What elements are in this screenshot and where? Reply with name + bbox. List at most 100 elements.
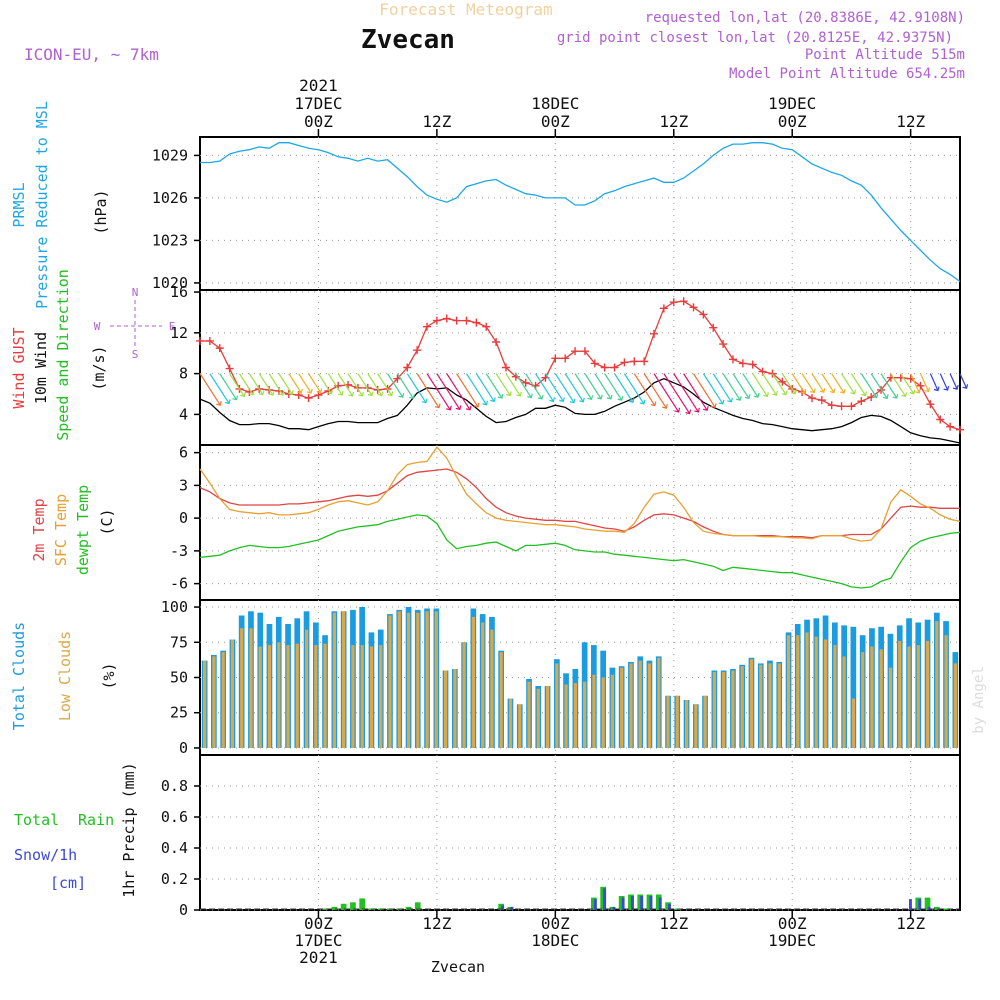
wind-arrow-head — [446, 405, 452, 411]
wind-arrow — [258, 373, 274, 396]
wind-arrow-head — [288, 390, 294, 395]
wind-arrow-head — [596, 394, 603, 400]
wind-arrow — [643, 373, 667, 409]
bar-low-clouds — [842, 656, 846, 748]
cloud-panel: Total Clouds Low Clouds (%) by Angel 0 25… — [10, 598, 987, 757]
y-tick-label: -6 — [170, 575, 188, 593]
bar-low-clouds — [305, 629, 309, 748]
top-tick-label: 12Z — [896, 112, 925, 131]
bar-total — [924, 897, 931, 910]
gust-marker — [600, 363, 609, 372]
wind-arrow-head — [506, 391, 512, 397]
bar-low-clouds — [777, 663, 781, 748]
wind-arrow-head — [639, 399, 646, 405]
wind-arrow — [801, 373, 815, 393]
bar-low-clouds — [397, 611, 401, 748]
gust-marker — [452, 316, 461, 325]
bar-total — [350, 902, 356, 911]
bar-rain — [909, 899, 912, 910]
y-tick-label: 6 — [179, 444, 188, 462]
wind-arrow — [929, 373, 939, 391]
wind-arrow — [525, 373, 543, 400]
bar-low-clouds — [944, 635, 948, 748]
point-altitude: Point Altitude 515m — [805, 47, 965, 63]
wind-arrow — [456, 373, 479, 408]
wind-arrow — [693, 373, 716, 408]
panel-frame — [199, 136, 961, 291]
top-tick-label: 00Z — [304, 112, 333, 131]
bar-total — [591, 897, 597, 910]
wind-arrow — [860, 373, 878, 398]
wind-arrow-head — [839, 388, 846, 394]
wind-arrow — [959, 373, 968, 389]
wind-arrow — [535, 373, 554, 402]
subtitle: Forecast Meteogram — [379, 0, 552, 19]
bar-total — [618, 896, 625, 910]
bar-total — [331, 906, 338, 910]
bar-rain — [631, 896, 634, 910]
wind-arrow-head — [901, 392, 908, 398]
bar-rain — [640, 896, 644, 910]
bar-low-clouds — [212, 656, 216, 748]
model-altitude: Model Point Altitude 654.25m — [729, 66, 965, 82]
gust-marker — [936, 415, 945, 424]
bar-low-clouds — [286, 645, 290, 748]
sfctemp-label: SFC Temp — [52, 494, 70, 566]
wind-arrow-head — [268, 390, 275, 396]
top-tick-label: 12Z — [422, 112, 451, 131]
gust-marker — [225, 364, 234, 373]
gust-marker — [709, 323, 718, 332]
gust-marker — [501, 363, 510, 372]
bar-low-clouds — [388, 615, 392, 748]
wind-arrow-head — [650, 401, 657, 407]
y-tick-label: 0.4 — [161, 839, 188, 857]
wind-arrow-head — [421, 398, 428, 404]
pressure-label-2: Pressure Reduced to MSL — [33, 101, 51, 309]
bar-low-clouds — [406, 612, 411, 748]
bottom-tick-label: 19DEC — [768, 931, 816, 950]
bar-low-clouds — [824, 639, 828, 748]
bar-low-clouds — [444, 670, 448, 748]
bar-low-clouds — [499, 652, 503, 748]
gust-marker — [857, 397, 866, 406]
lowcloud-label: Low Clouds — [56, 631, 74, 721]
bar-low-clouds — [230, 639, 234, 748]
bottom-tick-label: 12Z — [896, 914, 925, 933]
bottom-tick-label: 17DEC — [294, 931, 342, 950]
wind-arrow — [831, 373, 845, 394]
series-line-sfc-temp — [199, 446, 961, 542]
bar-rain — [918, 899, 922, 910]
bar-low-clouds — [907, 646, 911, 748]
wind-arrow-head — [377, 391, 384, 397]
wind-arrow — [327, 373, 343, 396]
wind-arrow-head — [409, 394, 415, 400]
bar-total-clouds — [850, 626, 857, 748]
bar-low-clouds — [462, 642, 466, 748]
wind-arrow-head — [559, 397, 565, 403]
wind-arrow-head — [702, 406, 709, 411]
y-tick-label: 1029 — [152, 146, 188, 164]
bar-rain — [927, 906, 931, 910]
wind-arrow — [387, 373, 404, 398]
wind-arrow — [377, 373, 393, 396]
wind-arrow — [604, 373, 623, 401]
pressure-unit: (hPa) — [92, 189, 110, 234]
bottom-tick-label: 00Z — [778, 914, 807, 933]
wind-arrow-head — [606, 394, 613, 400]
wind-arrow-head — [348, 391, 355, 397]
bar-low-clouds — [369, 646, 374, 748]
gust-marker — [916, 381, 925, 390]
bar-low-clouds — [620, 667, 624, 748]
wind-arrow-head — [915, 388, 921, 394]
wind-arrow-head — [710, 403, 717, 409]
compass-w: W — [94, 320, 101, 333]
wind-arrow-head — [872, 393, 879, 399]
wind-arrow — [663, 373, 691, 414]
top-tick-label: 17DEC — [294, 94, 342, 113]
compass-n: N — [132, 286, 139, 299]
wind-arrow-head — [490, 397, 496, 403]
wind-arrow — [653, 373, 680, 413]
gust-marker — [561, 354, 570, 363]
gust-marker — [659, 304, 668, 313]
